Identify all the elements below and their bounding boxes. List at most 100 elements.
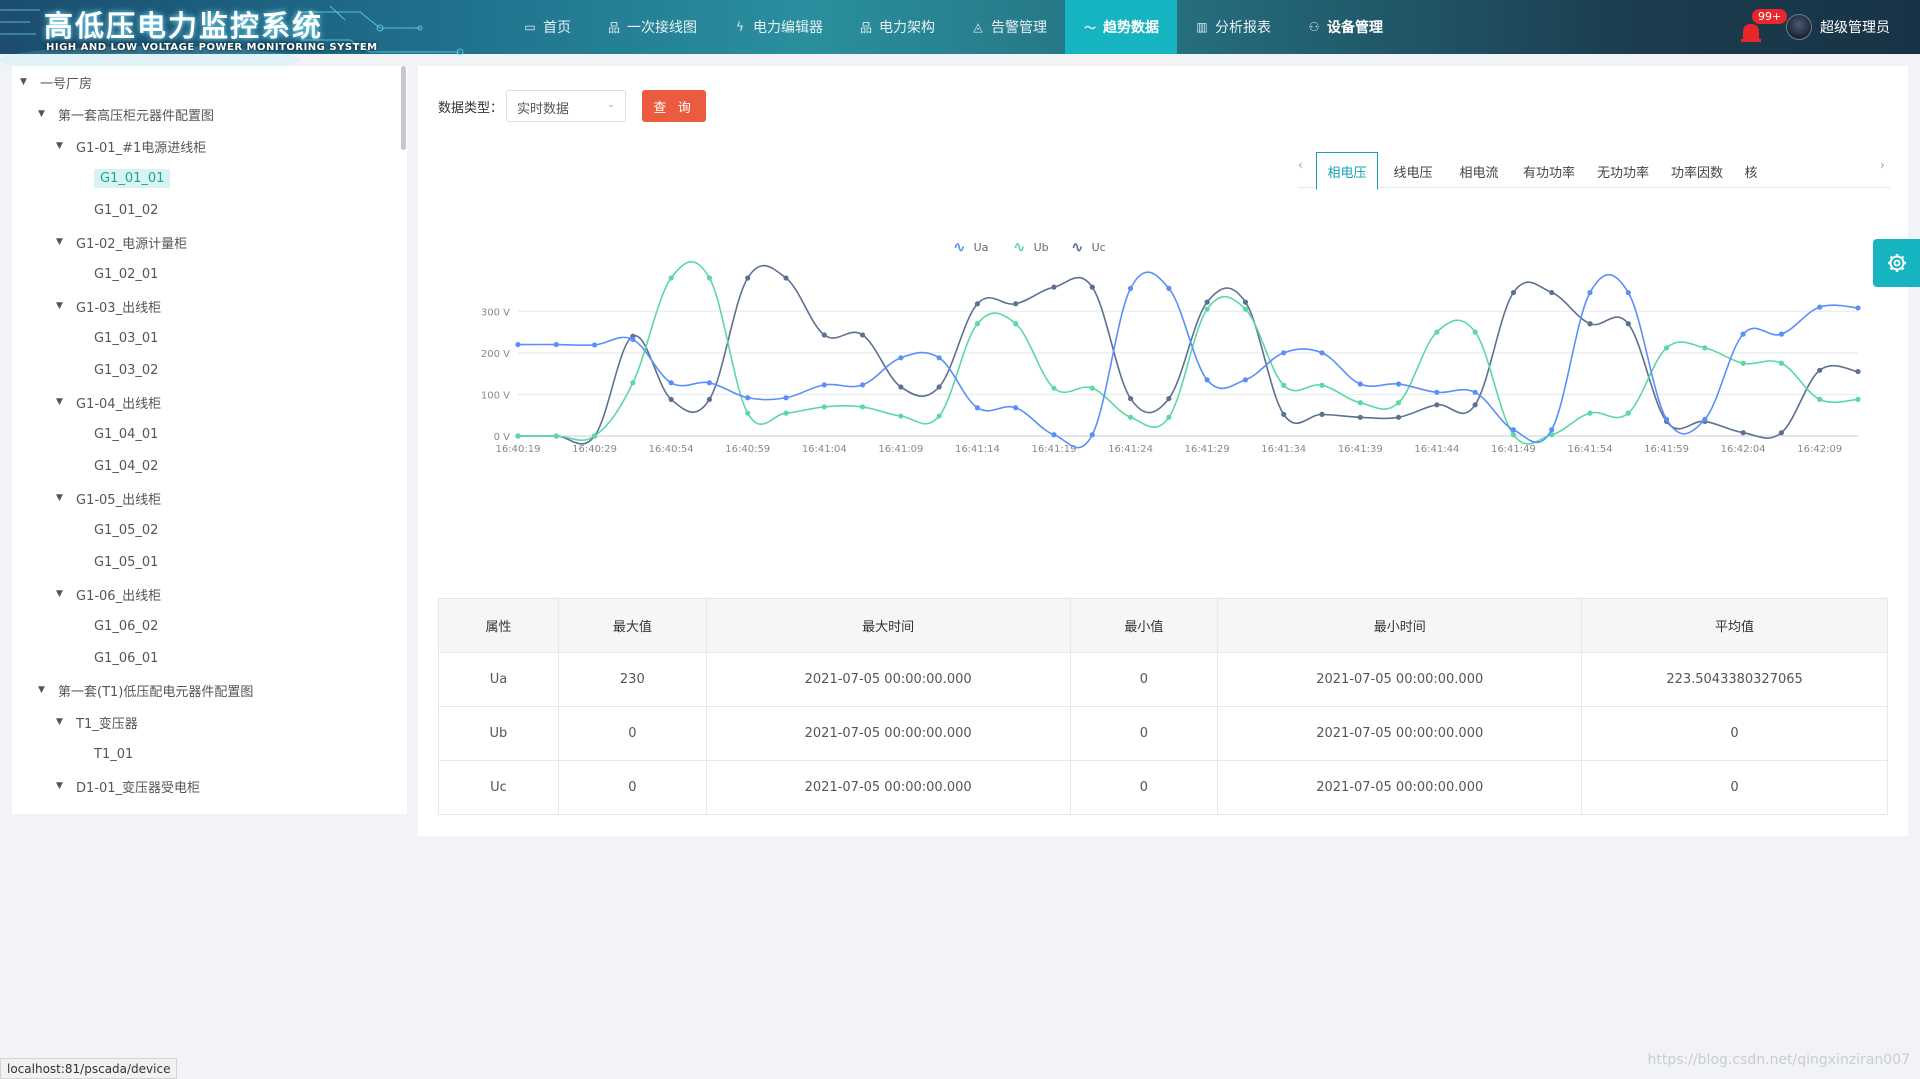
query-button[interactable]: 查 询	[642, 90, 706, 122]
table-cell: 2021-07-05 00:00:00.000	[705, 706, 1071, 761]
x-tick-label: 16:41:49	[1491, 444, 1536, 455]
top-header: 高低压电力监控系统 HIGH AND LOW VOLTAGE POWER MON…	[0, 0, 1920, 70]
data-point-Ub	[1013, 321, 1019, 327]
caret-down-icon[interactable]: ▼	[56, 589, 63, 599]
data-point-Ua	[1549, 427, 1555, 433]
tree-node[interactable]: G1_01_02	[94, 194, 158, 226]
tree-node[interactable]: ▼ T1_变压器	[56, 706, 138, 738]
data-point-Ub	[1587, 410, 1593, 416]
tree-node[interactable]: G1_06_02	[94, 610, 158, 642]
data-point-Uc	[1204, 299, 1210, 305]
data-point-Ub	[553, 433, 559, 439]
x-tick-label: 16:40:59	[725, 444, 770, 455]
nav-item-3[interactable]: 品电力架构	[841, 0, 953, 54]
tree-node-label: G1-02_电源计量柜	[76, 236, 188, 252]
tree-node[interactable]: ▼ G1-05_出线柜	[56, 482, 161, 514]
nav-item-0[interactable]: ▭ 首页	[505, 0, 589, 54]
tree-node[interactable]: ▼ 第一套(T1)低压配电元器件配置图	[38, 674, 253, 706]
data-point-Ub	[859, 404, 866, 410]
stats-table: 属性 最大值 最大时间 最小值 最小时间 平均值 Ua 230 2021-07-05 00:00…	[438, 598, 1888, 815]
tree-node[interactable]: G1_02_01	[94, 258, 158, 290]
tree-node[interactable]: ▼ G1-03_出线柜	[56, 290, 161, 322]
caret-down-icon[interactable]: ▼	[56, 237, 63, 247]
x-tick-label: 16:41:04	[802, 444, 847, 455]
data-point-Ub	[1702, 345, 1708, 351]
caret-down-icon[interactable]: ▼	[38, 685, 45, 695]
caret-down-icon[interactable]: ▼	[20, 77, 27, 87]
main-nav: ▭ 首页品一次接线图 ϟ 电力编辑器品电力架构 ◬ 告警管理〜趋势数据 ▥ 分析报表 ⚇ 设备管理	[505, 0, 1401, 54]
legend-swatch-icon: ∿	[953, 238, 966, 256]
device-tree: ▼ 一号厂房 ▼ 第一套高压柜元器件配置图 ▼ G1-01_#1电源进线柜 G1_01_01…	[12, 66, 407, 814]
tree-node[interactable]: G1_03_02	[94, 354, 158, 386]
caret-down-icon[interactable]: ▼	[56, 141, 63, 151]
data-point-Uc	[1089, 284, 1095, 290]
data-point-Uc	[898, 384, 904, 390]
tree-node[interactable]: G1_05_02	[94, 514, 158, 546]
tab-next-icon[interactable]: ›	[1880, 158, 1885, 172]
caret-down-icon[interactable]: ▼	[56, 493, 63, 503]
nav-item-5[interactable]: 〜趋势数据	[1065, 0, 1177, 54]
x-tick-label: 16:41:39	[1338, 444, 1383, 455]
nav-item-7[interactable]: ⚇ 设备管理	[1289, 0, 1401, 54]
tree-node[interactable]: ▼ D1-01_变压器受电柜	[56, 770, 200, 802]
tree-node[interactable]: G1_04_01	[94, 418, 158, 450]
nav-item-6[interactable]: ▥ 分析报表	[1177, 0, 1289, 54]
caret-down-icon[interactable]: ▼	[56, 781, 63, 791]
username: 超级管理员	[1820, 20, 1890, 36]
nav-item-1[interactable]: 品一次接线图	[589, 0, 715, 54]
legend-item[interactable]: ∿ Ua	[953, 238, 988, 256]
legend-item[interactable]: ∿ Uc	[1071, 238, 1106, 256]
data-point-Uc	[783, 275, 789, 281]
table-cell: 0	[1069, 760, 1219, 815]
tab-6[interactable]: 核	[1744, 165, 1758, 181]
tree-node[interactable]: ▼ G1-06_出线柜	[56, 578, 161, 610]
alarm-icon: ◬	[973, 20, 983, 34]
user-menu[interactable]: 超级管理员	[1786, 14, 1890, 40]
legend-item[interactable]: ∿ Ub	[1013, 238, 1049, 256]
data-point-Ub	[1510, 432, 1517, 438]
tree-node[interactable]: G1_01_01	[94, 162, 171, 194]
tree-node[interactable]: T1_01	[94, 738, 133, 770]
tree-node[interactable]: ▼ 第一套高压柜元器件配置图	[38, 98, 214, 130]
tab-3[interactable]: 有功功率	[1522, 165, 1575, 181]
tree-scrollbar[interactable]	[401, 66, 406, 150]
table-cell: 0	[1069, 652, 1219, 707]
data-point-Uc	[1166, 395, 1172, 402]
tab-4[interactable]: 无功功率	[1596, 165, 1649, 181]
app-subtitle: HIGH AND LOW VOLTAGE POWER MONITORING SY…	[46, 42, 378, 53]
column-header: 最小时间	[1217, 598, 1583, 653]
caret-down-icon[interactable]: ▼	[56, 397, 63, 407]
tree-node[interactable]: ▼ G1-01_#1电源进线柜	[56, 130, 206, 162]
tree-node[interactable]: G1_06_01	[94, 642, 158, 674]
tab-0[interactable]: 相电压	[1316, 152, 1378, 190]
data-point-Uc	[974, 301, 981, 307]
tree-node[interactable]: G1_03_01	[94, 322, 158, 354]
tab-1[interactable]: 线电压	[1393, 165, 1433, 181]
legend-swatch-icon: ∿	[1071, 238, 1084, 256]
data-point-Ua	[668, 380, 674, 386]
nav-item-4[interactable]: ◬ 告警管理	[953, 0, 1065, 54]
settings-button[interactable]	[1873, 239, 1920, 287]
nav-item-2[interactable]: ϟ 电力编辑器	[715, 0, 841, 54]
data-point-Ua	[1204, 377, 1210, 383]
tab-prev-icon[interactable]: ‹	[1298, 158, 1303, 172]
tree-node[interactable]: ▼ G1-04_出线柜	[56, 386, 161, 418]
caret-down-icon[interactable]: ▼	[38, 109, 45, 119]
tab-2[interactable]: 相电流	[1459, 165, 1499, 181]
y-tick-label: 0 V	[494, 432, 511, 443]
tree-node-label: G1-05_出线柜	[76, 492, 162, 508]
data-point-Uc	[936, 384, 942, 390]
data-type-select[interactable]: 实时数据 ⌄	[506, 90, 626, 122]
tree-node-label: 第一套高压柜元器件配置图	[58, 108, 215, 124]
data-point-Ua	[898, 355, 904, 361]
tree-node[interactable]: ▼ 一号厂房	[20, 66, 92, 98]
tree-node[interactable]: ▼ G1-02_电源计量柜	[56, 226, 187, 258]
caret-down-icon[interactable]: ▼	[56, 717, 63, 727]
alarm-bell[interactable]: 99+	[1740, 9, 1788, 42]
caret-down-icon[interactable]: ▼	[56, 301, 63, 311]
data-point-Ub	[591, 433, 598, 439]
data-point-Ub	[630, 380, 636, 386]
tab-5[interactable]: 功率因数	[1670, 165, 1723, 181]
tree-node[interactable]: G1_04_02	[94, 450, 158, 482]
tree-node[interactable]: G1_05_01	[94, 546, 158, 578]
